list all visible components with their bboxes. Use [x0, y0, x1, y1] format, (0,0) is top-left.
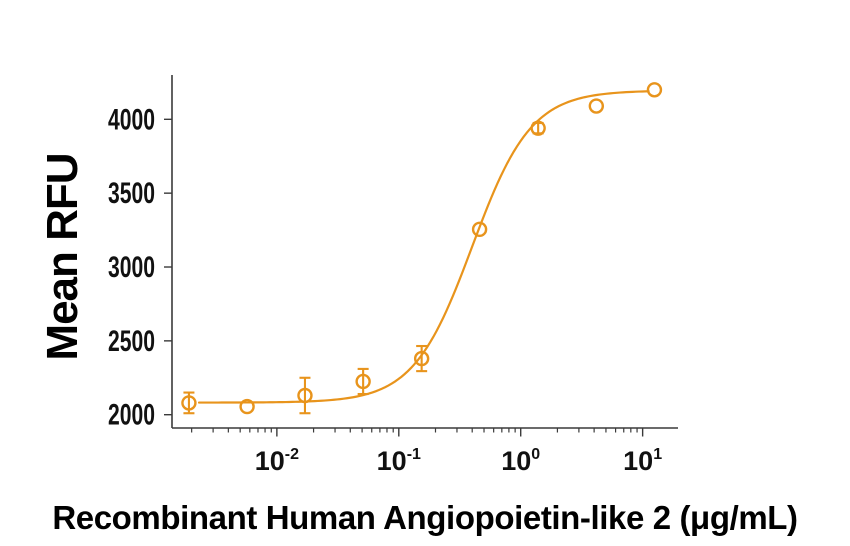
- data-point-marker: [239, 398, 255, 415]
- y-tick-label: 3000: [108, 251, 155, 284]
- data-point-marker: [413, 350, 430, 367]
- x-tick-label: 10-2: [255, 446, 299, 476]
- fit-curve: [197, 90, 650, 404]
- x-axis-title: Recombinant Human Angiopoietin-like 2 (μ…: [52, 499, 798, 536]
- data-point-marker: [297, 387, 313, 404]
- data-point-marker: [646, 82, 663, 98]
- y-axis-title: Mean RFU: [38, 153, 87, 361]
- y-tick-label: 2500: [108, 325, 155, 358]
- data-point-marker: [355, 373, 371, 390]
- x-tick-label: 10-1: [377, 446, 421, 476]
- data-point-marker: [530, 120, 546, 136]
- data-point-marker: [588, 98, 605, 114]
- x-tick-label: 100: [501, 446, 540, 476]
- y-tick-label: 4000: [108, 103, 155, 136]
- y-tick-label: 2000: [108, 399, 155, 432]
- data-point-marker: [181, 395, 197, 411]
- x-tick-label: 101: [623, 446, 662, 476]
- data-point-marker: [471, 221, 488, 238]
- y-tick-label: 3500: [108, 177, 155, 210]
